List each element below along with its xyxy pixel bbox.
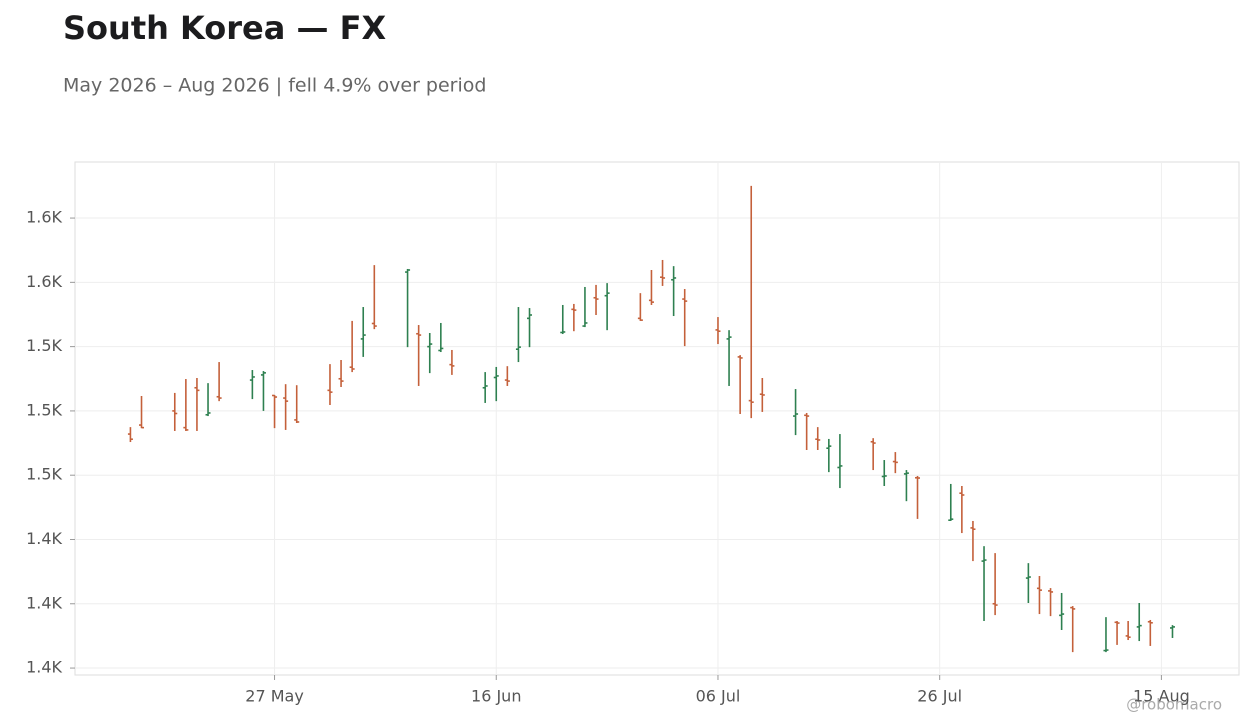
y-tick-label: 1.4K: [26, 593, 62, 612]
y-tick-label: 1.5K: [26, 465, 62, 484]
x-tick-label: 15 Aug: [1133, 687, 1190, 706]
y-tick-label: 1.5K: [26, 336, 62, 355]
x-tick-label: 06 Jul: [696, 687, 741, 706]
y-tick-label: 1.5K: [26, 400, 62, 419]
x-tick-label: 26 Jul: [917, 687, 962, 706]
y-tick-label: 1.6K: [26, 272, 62, 291]
x-tick-label: 16 Jun: [471, 687, 521, 706]
chart-subtitle: May 2026 – Aug 2026 | fell 4.9% over per…: [63, 75, 486, 97]
chart-title: South Korea — FX: [63, 9, 386, 47]
watermark: @robomacro: [1126, 696, 1222, 714]
y-tick-label: 1.4K: [26, 658, 62, 677]
plot-frame: [74, 161, 1240, 676]
y-tick-label: 1.6K: [26, 208, 62, 227]
y-tick-label: 1.4K: [26, 529, 62, 548]
x-tick-label: 27 May: [245, 687, 304, 706]
